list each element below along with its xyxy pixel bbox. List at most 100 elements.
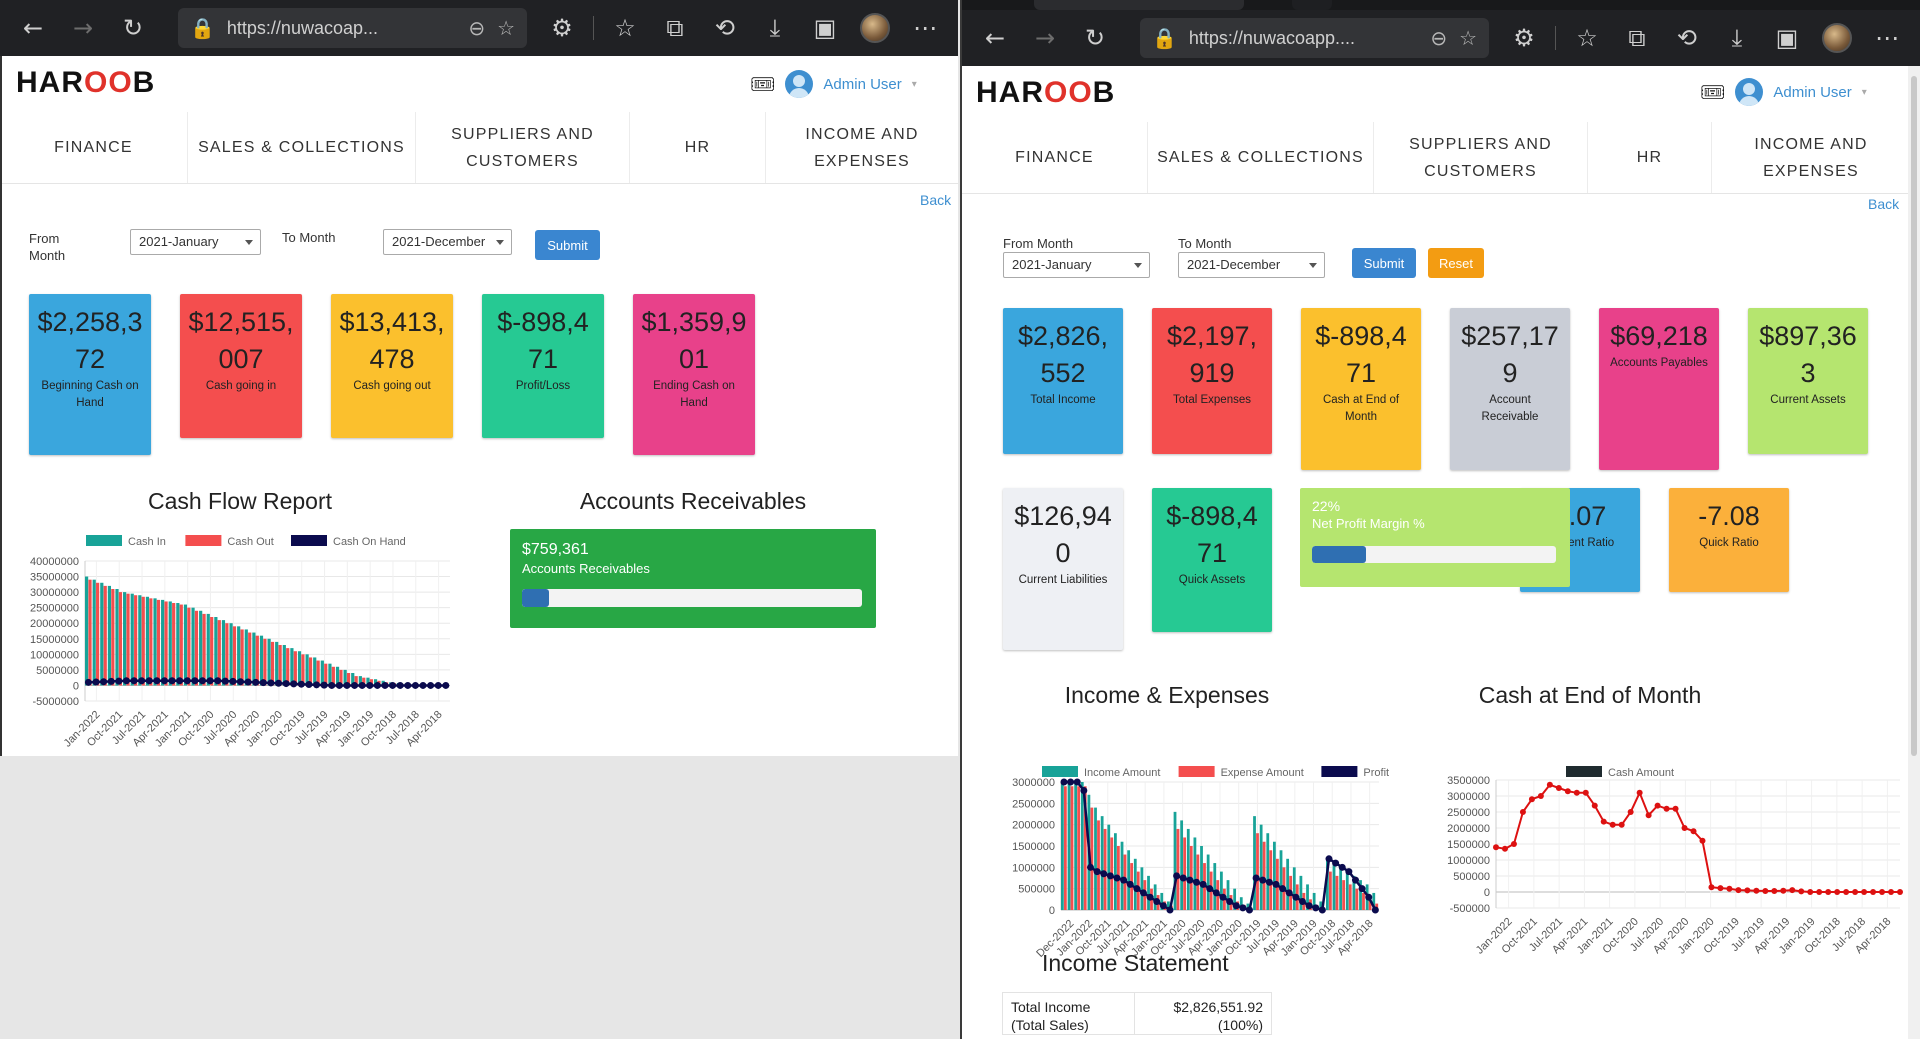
history-icon[interactable]: ⟲ [1676,24,1698,52]
data-point [1153,897,1161,905]
page-scrollbar[interactable] [1908,66,1920,1039]
chart-bar [293,651,297,686]
refresh-icon[interactable]: ↻ [1084,24,1106,52]
chart-bar [118,592,123,686]
favorites-icon[interactable]: ☆ [614,14,636,42]
data-point [267,679,275,687]
to-month-select[interactable]: 2021-December [1178,252,1325,278]
back-arrow-icon[interactable]: ← [984,24,1006,52]
menu-finance[interactable]: FINANCE [0,112,188,183]
data-point [168,677,176,685]
harcoob-logo[interactable]: HAROOB [976,76,1116,109]
math-solver-icon[interactable]: ▣ [1775,24,1799,52]
menu-sales-collections[interactable]: SALES & COLLECTIONS [1148,122,1374,193]
chart-bar [149,598,153,686]
back-link[interactable]: Back [1868,196,1900,212]
refresh-icon[interactable]: ↻ [122,14,144,42]
menu-hr[interactable]: HR [1588,122,1712,193]
chart-bar [145,596,150,686]
data-point [1332,859,1340,867]
menu-finance[interactable]: FINANCE [962,122,1148,193]
y-tick-label: 2000000 [1447,823,1490,835]
is-value: $2,826,551.92 [1173,999,1263,1015]
submit-button[interactable]: Submit [1352,248,1416,278]
collections-icon[interactable]: ⧉ [666,14,684,42]
address-bar[interactable]: 🔒 https://nuwacoap... ⊖ ☆ [178,8,528,48]
menu-income-expenses[interactable]: INCOME AND EXPENSES [805,125,919,170]
data-point [1312,904,1320,912]
downloads-icon[interactable]: ⤓ [769,14,781,42]
data-point [1789,887,1796,894]
menu-sales-collections[interactable]: SALES & COLLECTIONS [188,112,416,183]
data-point [1146,893,1154,901]
chart-bar [275,641,279,686]
ticket-icon[interactable]: 🎟 [1700,80,1726,104]
chart-bar [324,663,328,686]
profile-avatar[interactable] [850,8,900,48]
downloads-icon[interactable]: ⤓ [1731,24,1743,52]
chart-bar [366,677,370,686]
user-name[interactable]: Admin User [823,75,902,93]
card-label: Profit/Loss [515,380,571,392]
from-month-select[interactable]: 2021-January [130,229,261,255]
chart-bar [1233,888,1237,910]
favorites-icon[interactable]: ☆ [1576,24,1598,52]
card-label: Cash going in [205,380,277,392]
history-icon[interactable]: ⟲ [714,14,736,42]
forward-arrow-icon[interactable]: → [72,14,94,42]
menu-suppliers-customers[interactable]: SUPPLIERS AND CUSTOMERS [1374,122,1588,193]
back-arrow-icon[interactable]: ← [22,14,44,42]
extensions-icon[interactable]: ⚙ [1513,24,1535,52]
submit-button[interactable]: Submit [535,230,600,260]
data-point [419,681,427,689]
chart-bar [179,604,183,686]
data-point [1113,874,1121,882]
card-label: Current Liabilities [1018,574,1108,586]
y-tick-label: -5000000 [33,696,80,708]
scrollbar-thumb[interactable] [1911,76,1917,756]
legend-label: Cash Out [227,536,273,548]
add-favorite-icon[interactable]: ☆ [1459,26,1478,50]
chart-bar [1186,828,1190,910]
data-point [1807,889,1814,895]
chart-bar [255,635,259,686]
zoom-out-icon[interactable]: ⊖ [468,16,486,40]
user-avatar-icon[interactable] [785,70,814,98]
forward-arrow-icon[interactable]: → [1034,24,1056,52]
harcoob-logo[interactable]: HAROOB [16,66,156,99]
user-avatar-icon[interactable] [1735,78,1764,106]
menu-hr[interactable]: HR [630,112,766,183]
collections-icon[interactable]: ⧉ [1628,24,1646,52]
user-name[interactable]: Admin User [1773,83,1852,101]
zoom-out-icon[interactable]: ⊖ [1430,26,1448,50]
caret-down-icon[interactable]: ▾ [1861,86,1867,98]
more-menu-icon[interactable]: ⋯ [912,14,937,42]
chart-bar [1067,782,1071,910]
chart-bar [1114,833,1117,910]
profile-avatar[interactable] [1812,18,1862,58]
data-point [335,681,343,689]
data-point [1060,778,1068,786]
menu-suppliers-customers[interactable]: SUPPLIERS AND CUSTOMERS [416,112,630,183]
menu-income-expenses[interactable]: INCOME AND EXPENSES [1754,135,1868,180]
reset-button[interactable]: Reset [1428,248,1484,278]
back-link[interactable]: Back [920,192,952,208]
caret-down-icon[interactable]: ▾ [911,78,917,90]
math-solver-icon[interactable]: ▣ [813,14,837,42]
card-value: $2,826,552 [1017,321,1109,388]
ticket-icon[interactable]: 🎟 [750,72,776,96]
chart-bar [339,669,343,686]
to-month-select[interactable]: 2021-December [383,229,512,255]
more-menu-icon[interactable]: ⋯ [1874,24,1899,52]
from-month-select[interactable]: 2021-January [1003,252,1150,278]
summary-card: $2,258,372 Beginning Cash on Hand [29,294,151,455]
chart-bar [225,623,229,686]
chart-bar [1220,871,1223,910]
add-favorite-icon[interactable]: ☆ [497,16,516,40]
chart-bar [1345,871,1349,910]
data-point [115,677,123,685]
extensions-icon[interactable]: ⚙ [551,14,573,42]
address-bar[interactable]: 🔒 https://nuwacoapp.... ⊖ ☆ [1140,18,1490,58]
card-value: $13,413,478 [339,307,445,374]
y-tick-label: 3000000 [1012,777,1055,789]
